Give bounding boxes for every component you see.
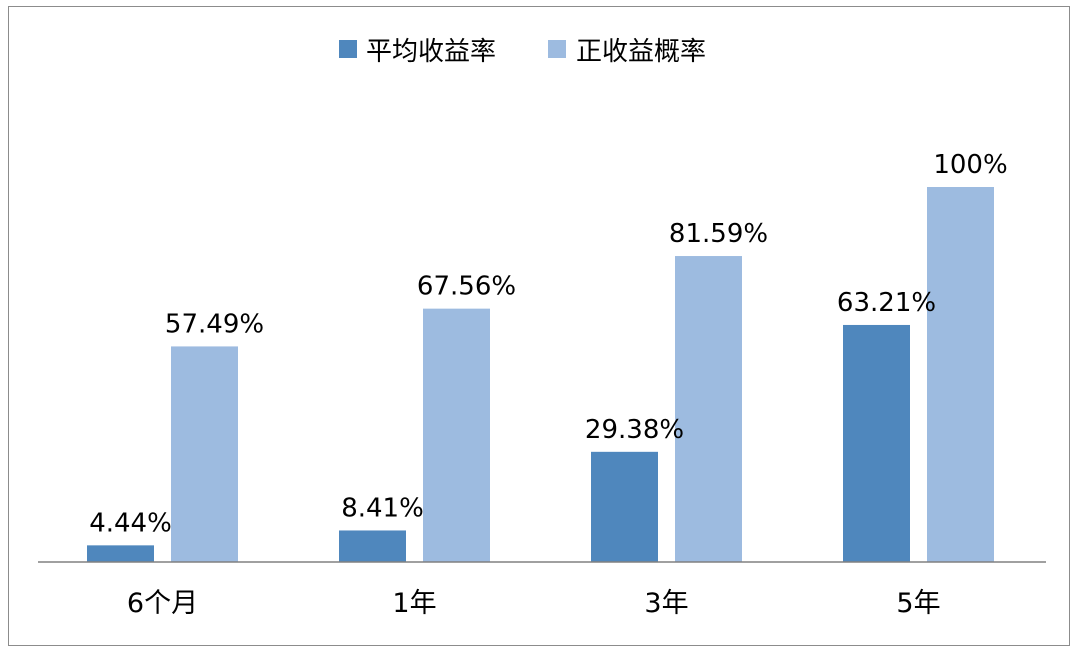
data-label-avg-return-2: 29.38%	[585, 415, 684, 445]
data-label-avg-return-1: 8.41%	[341, 493, 424, 523]
data-label-avg-return-0: 4.44%	[89, 508, 172, 538]
bar-avg-return-2	[591, 451, 658, 562]
data-label-positive-probability-1: 67.56%	[417, 272, 516, 302]
data-label-positive-probability-0: 57.49%	[165, 309, 264, 339]
bar-positive-probability-0	[171, 346, 238, 562]
bar-positive-probability-2	[675, 256, 742, 562]
legend-swatch-positive-probability	[548, 40, 566, 58]
legend: 平均收益率 正收益概率	[339, 37, 706, 67]
data-labels: 4.44% 57.49% 8.41% 67.56% 29.38% 81.59% 63.21%…	[89, 150, 1007, 538]
x-tick-label-0: 6个月	[127, 588, 198, 619]
x-tick-label-2: 3年	[644, 588, 688, 619]
bar-positive-probability-3	[927, 187, 994, 562]
data-label-positive-probability-2: 81.59%	[669, 219, 768, 249]
x-axis-tick-labels: 6个月 1年 3年 5年	[127, 588, 941, 619]
data-label-positive-probability-3: 100%	[933, 150, 1007, 180]
x-tick-label-1: 1年	[392, 588, 436, 619]
bars	[87, 187, 994, 562]
legend-label-avg-return: 平均收益率	[366, 37, 496, 67]
bar-avg-return-0	[87, 545, 154, 562]
legend-label-positive-probability: 正收益概率	[576, 37, 706, 67]
data-label-avg-return-3: 63.21%	[837, 288, 936, 318]
bar-avg-return-3	[843, 324, 910, 562]
x-tick-label-3: 5年	[896, 588, 940, 619]
bar-avg-return-1	[339, 530, 406, 562]
legend-swatch-avg-return	[339, 40, 357, 58]
bar-positive-probability-1	[423, 308, 490, 562]
